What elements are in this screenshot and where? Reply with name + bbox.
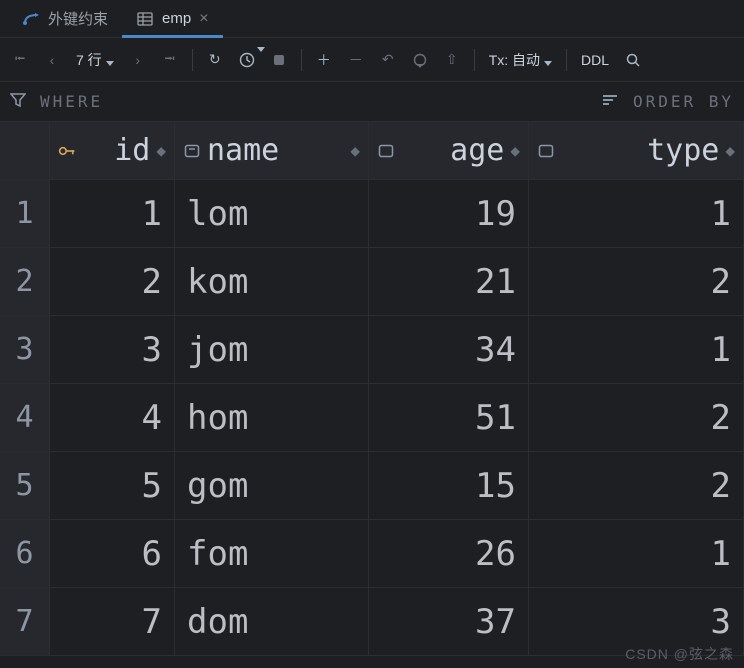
data-grid: id◆name◆age◆type◆11lom19122kom21233jom34… <box>0 122 744 656</box>
cell-age[interactable]: 37 <box>369 588 529 656</box>
last-page-button[interactable]: ⭲ <box>156 46 184 74</box>
sort-icon[interactable] <box>601 92 619 111</box>
cell-id[interactable]: 7 <box>50 588 175 656</box>
row-number[interactable]: 2 <box>0 248 50 316</box>
chevron-down-icon <box>257 47 265 52</box>
tab-emp[interactable]: emp × <box>122 0 223 38</box>
cell-type[interactable]: 2 <box>529 452 744 520</box>
row-number[interactable]: 4 <box>0 384 50 452</box>
column-header-type[interactable]: type ◆ <box>529 122 744 180</box>
cell-type[interactable]: 2 <box>529 248 744 316</box>
row-number[interactable]: 7 <box>0 588 50 656</box>
column-type-icon <box>377 143 395 159</box>
sort-icon[interactable]: ◆ <box>510 141 520 160</box>
ddl-button[interactable]: DDL <box>575 52 615 68</box>
cell-type[interactable]: 1 <box>529 180 744 248</box>
tx-label: Tx: 自动 <box>489 52 540 68</box>
cell-age[interactable]: 26 <box>369 520 529 588</box>
column-name: age <box>401 133 504 168</box>
cell-id[interactable]: 2 <box>50 248 175 316</box>
row-count[interactable]: 7 行 <box>70 50 120 70</box>
column-header-age[interactable]: age ◆ <box>369 122 529 180</box>
cell-name[interactable]: gom <box>175 452 369 520</box>
chevron-down-icon <box>544 61 552 66</box>
cell-name[interactable]: dom <box>175 588 369 656</box>
cell-id[interactable]: 5 <box>50 452 175 520</box>
row-header-corner <box>0 122 50 180</box>
tab-label: 外键约束 <box>48 8 108 29</box>
cell-name[interactable]: kom <box>175 248 369 316</box>
cell-name[interactable]: lom <box>175 180 369 248</box>
row-count-label: 7 行 <box>76 52 102 68</box>
revert-button[interactable]: ↶ <box>374 46 402 74</box>
cell-id[interactable]: 3 <box>50 316 175 384</box>
cell-age[interactable]: 21 <box>369 248 529 316</box>
sort-icon[interactable]: ◆ <box>725 141 735 160</box>
first-page-button[interactable]: ⭰ <box>6 46 34 74</box>
reload-auto-button[interactable] <box>233 46 261 74</box>
table-icon <box>136 10 154 28</box>
add-row-button[interactable]: ＋ <box>310 46 338 74</box>
cell-id[interactable]: 1 <box>50 180 175 248</box>
commit-button[interactable] <box>406 46 434 74</box>
cell-age[interactable]: 15 <box>369 452 529 520</box>
row-number[interactable]: 1 <box>0 180 50 248</box>
tab-fk[interactable]: 外键约束 <box>8 0 122 38</box>
cell-id[interactable]: 6 <box>50 520 175 588</box>
column-name: name <box>207 133 344 168</box>
filter-icon[interactable] <box>10 92 26 112</box>
separator <box>566 49 567 71</box>
column-name: id <box>82 133 150 168</box>
separator <box>301 49 302 71</box>
column-header-id[interactable]: id ◆ <box>50 122 175 180</box>
cell-age[interactable]: 19 <box>369 180 529 248</box>
stop-button[interactable] <box>265 46 293 74</box>
reload-button[interactable]: ↻ <box>201 46 229 74</box>
cell-age[interactable]: 34 <box>369 316 529 384</box>
where-label[interactable]: WHERE <box>40 92 103 111</box>
cell-name[interactable]: hom <box>175 384 369 452</box>
column-name: type <box>561 133 719 168</box>
cell-type[interactable]: 1 <box>529 316 744 384</box>
column-header-name[interactable]: name ◆ <box>175 122 369 180</box>
column-type-icon <box>58 144 76 158</box>
cell-name[interactable]: fom <box>175 520 369 588</box>
watermark: CSDN @弦之森 <box>625 644 734 664</box>
row-number[interactable]: 5 <box>0 452 50 520</box>
next-page-button[interactable]: › <box>124 46 152 74</box>
delete-row-button[interactable]: － <box>342 46 370 74</box>
sort-icon[interactable]: ◆ <box>350 141 360 160</box>
tab-label: emp <box>162 10 191 27</box>
separator <box>192 49 193 71</box>
filter-bar: WHERE ORDER BY <box>0 82 744 122</box>
tx-mode[interactable]: Tx: 自动 <box>483 50 558 70</box>
column-type-icon <box>183 143 201 159</box>
sort-icon[interactable]: ◆ <box>156 141 166 160</box>
cell-type[interactable]: 2 <box>529 384 744 452</box>
chevron-down-icon <box>106 61 114 66</box>
search-button[interactable] <box>619 46 647 74</box>
cell-id[interactable]: 4 <box>50 384 175 452</box>
separator <box>474 49 475 71</box>
cell-name[interactable]: jom <box>175 316 369 384</box>
toolbar: ⭰ ‹ 7 行 › ⭲ ↻ ＋ － ↶ ⇧ Tx: 自动 DDL <box>0 38 744 82</box>
cell-type[interactable]: 1 <box>529 520 744 588</box>
push-button[interactable]: ⇧ <box>438 46 466 74</box>
prev-page-button[interactable]: ‹ <box>38 46 66 74</box>
column-type-icon <box>537 143 555 159</box>
tab-strip: 外键约束 emp × <box>0 0 744 38</box>
cell-age[interactable]: 51 <box>369 384 529 452</box>
row-number[interactable]: 6 <box>0 520 50 588</box>
orderby-label[interactable]: ORDER BY <box>633 92 734 111</box>
close-icon[interactable]: × <box>199 10 208 28</box>
relation-icon <box>22 10 40 28</box>
row-number[interactable]: 3 <box>0 316 50 384</box>
